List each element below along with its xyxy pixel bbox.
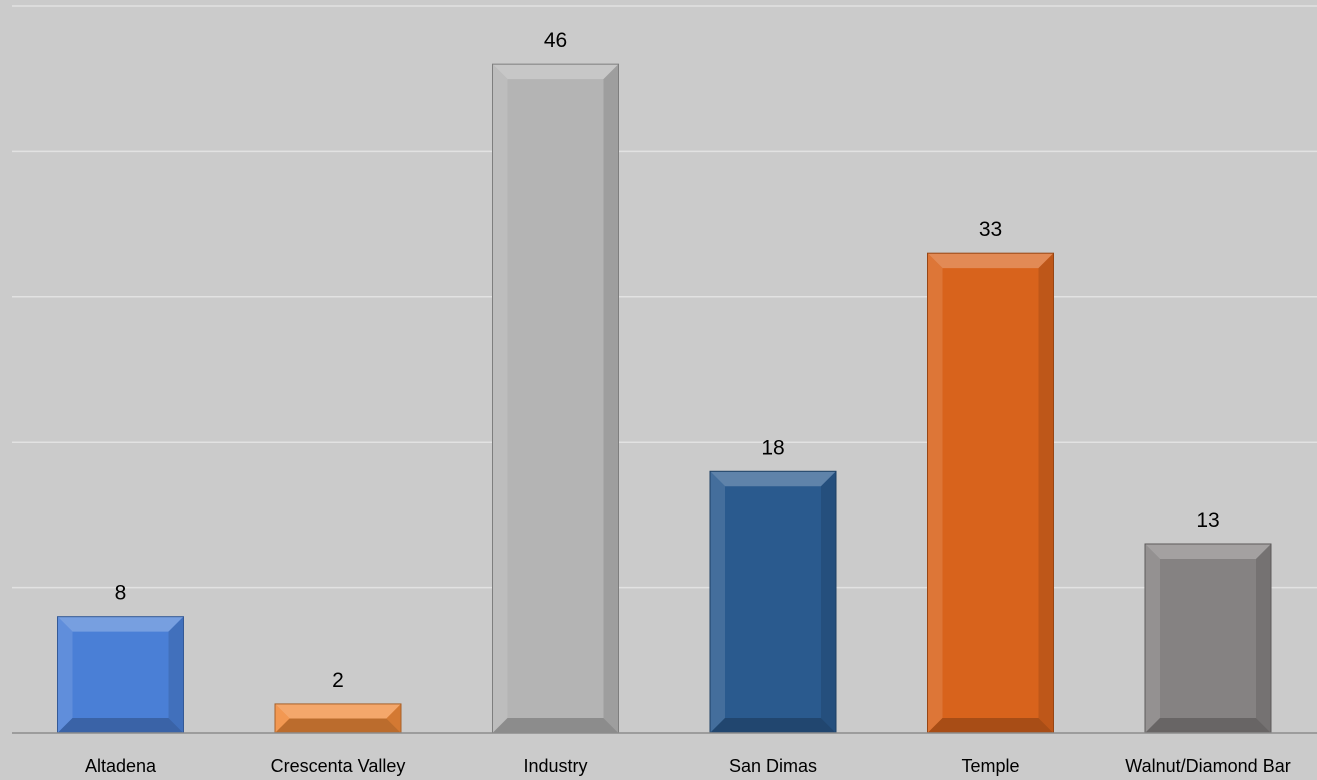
bar-bevel-left (710, 471, 725, 733)
bar-face (57, 616, 184, 733)
category-label: Crescenta Valley (271, 756, 406, 776)
bars (57, 63, 1272, 734)
bar-bevel-left (275, 703, 290, 733)
bar-bevel-right (1256, 543, 1271, 733)
bar-bevel-left (927, 253, 943, 733)
bar (1144, 543, 1272, 734)
bar (927, 252, 1054, 734)
bar-bevel-left (1145, 543, 1160, 733)
bar-bevel-bottom (492, 718, 619, 733)
bar-bevel-right (168, 616, 184, 733)
bar (492, 63, 619, 734)
bar-bevel-top (57, 616, 184, 632)
bar (709, 470, 837, 734)
bar-face (927, 253, 1054, 733)
bar-bevel-top (927, 253, 1054, 269)
gridlines (12, 5, 1317, 589)
bar-bevel-top (492, 64, 619, 80)
bar-face (1145, 543, 1271, 733)
bar (57, 616, 184, 734)
bar-bevel-top (275, 703, 401, 719)
bar-bevel-bottom (57, 718, 184, 733)
category-label: Temple (961, 756, 1019, 776)
data-label: 33 (979, 218, 1002, 241)
category-label: Altadena (85, 756, 157, 776)
category-label: San Dimas (729, 756, 817, 776)
bar-bevel-top (710, 471, 836, 487)
bar-bevel-right (386, 703, 401, 733)
bar-bevel-right (821, 471, 836, 733)
bar-face (492, 64, 619, 733)
data-label: 13 (1196, 509, 1219, 532)
bar-bevel-left (492, 64, 508, 733)
category-label: Walnut/Diamond Bar (1125, 756, 1290, 776)
category-labels: Altadena Crescenta Valley Industry San Dima… (85, 756, 1291, 776)
data-labels: 8 2 46 18 33 13 (115, 29, 1220, 692)
bar-bevel-left (57, 616, 73, 733)
category-label: Industry (523, 756, 587, 776)
data-label: 18 (761, 436, 784, 459)
data-label: 2 (332, 669, 344, 692)
bar-bevel-bottom (710, 718, 836, 733)
bar-bevel-top (1145, 543, 1271, 559)
bar-bevel-right (1038, 253, 1054, 733)
bar-bevel-bottom (275, 718, 401, 733)
bar-face (710, 471, 836, 733)
data-label: 46 (544, 29, 567, 52)
bar (274, 703, 402, 734)
data-label: 8 (115, 582, 127, 605)
bar-bevel-bottom (927, 718, 1054, 733)
bar-bevel-right (603, 64, 619, 733)
bar-bevel-bottom (1145, 718, 1271, 733)
